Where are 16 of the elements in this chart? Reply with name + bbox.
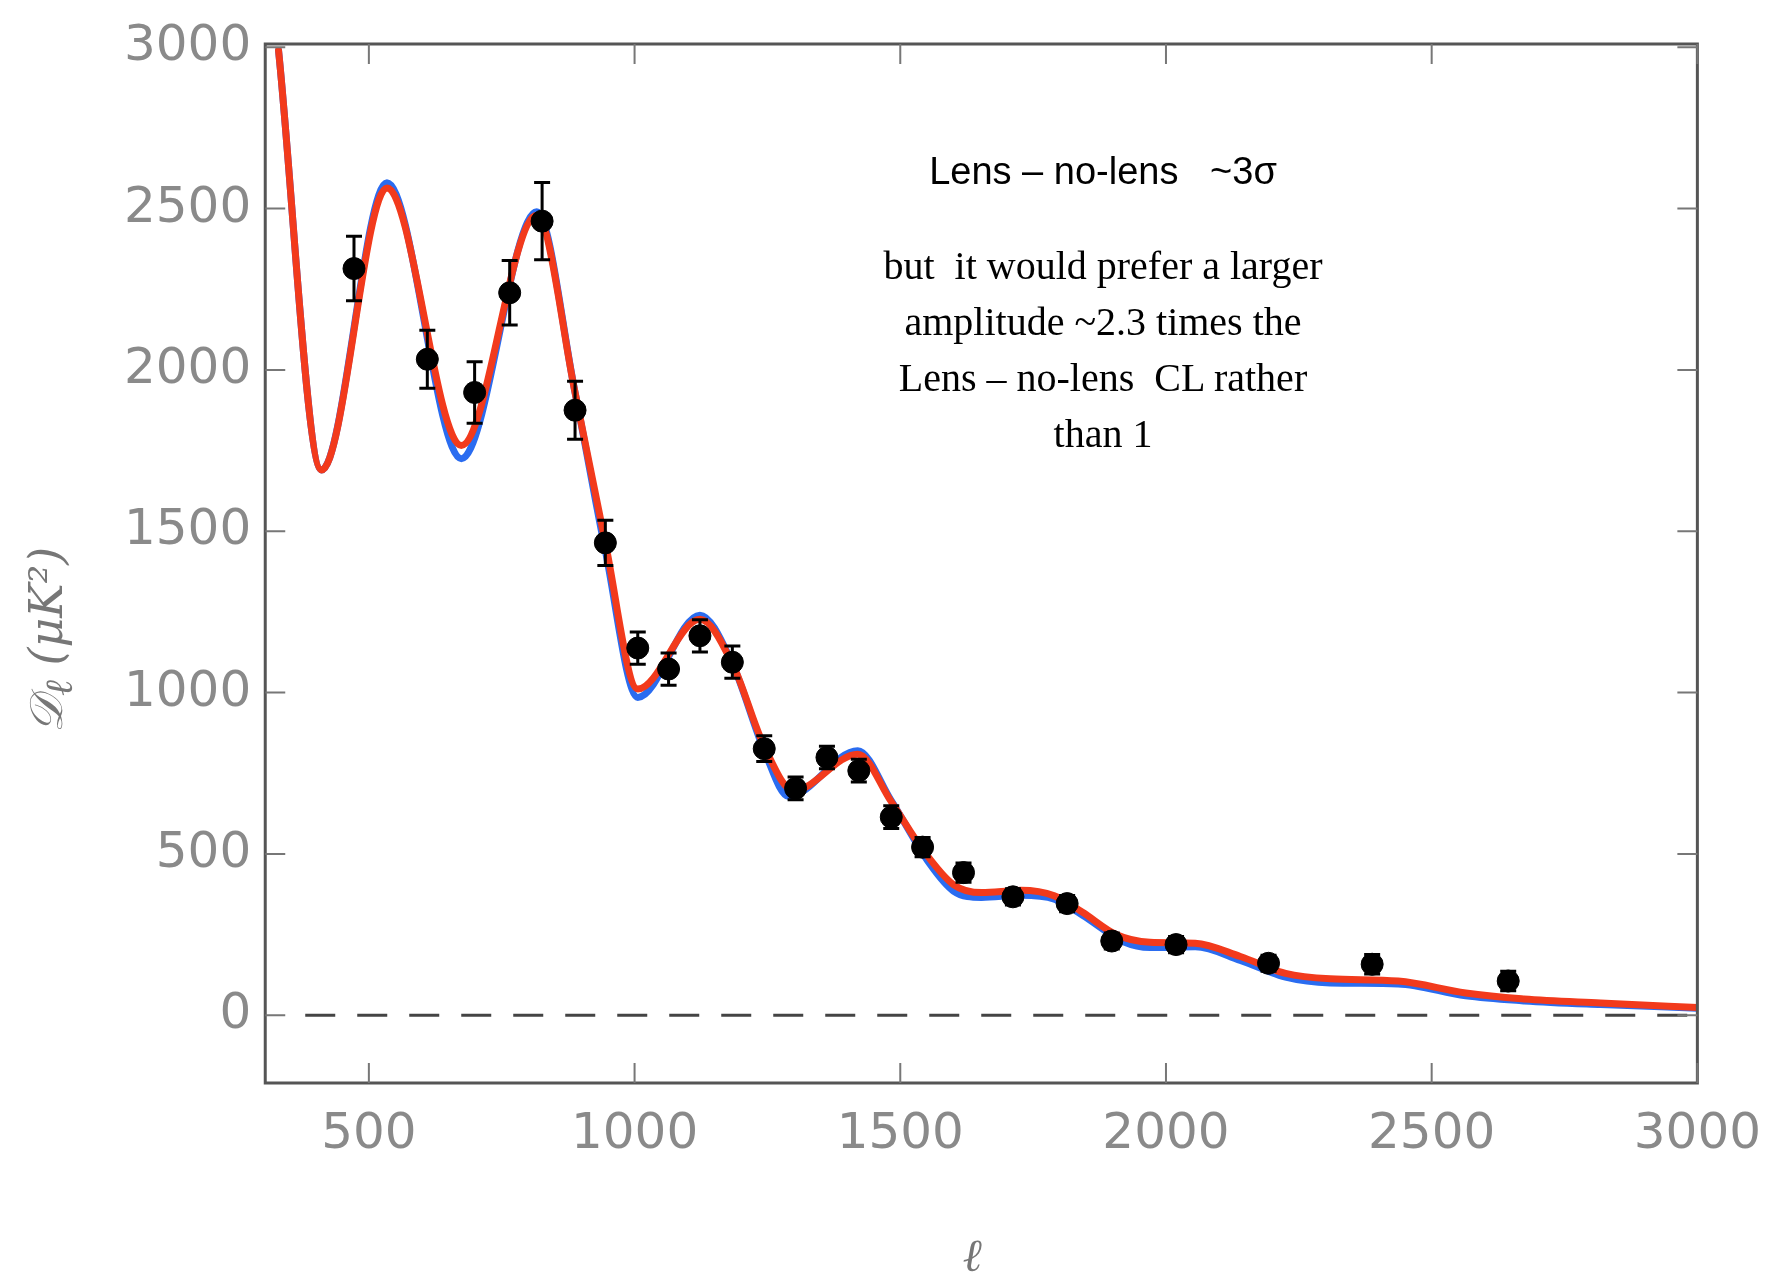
y-tick-label: 2500 bbox=[124, 175, 252, 234]
y-tick-label: 3000 bbox=[124, 14, 252, 73]
x-axis-title: ℓ bbox=[962, 1228, 982, 1282]
annotation: but it would prefer a larger amplitude ~2.3 times the Lens – no-lens CL rather than 1 bbox=[882, 242, 1324, 458]
x-tick-label: 500 bbox=[321, 1101, 417, 1160]
y-tick-label: 1500 bbox=[124, 498, 252, 557]
y-tick-label: 1000 bbox=[124, 659, 252, 718]
x-tick-label: 2000 bbox=[1102, 1101, 1230, 1160]
x-tick-label: 3000 bbox=[1633, 1101, 1761, 1160]
x-tick-label: 2500 bbox=[1368, 1101, 1496, 1160]
x-tick-label: 1500 bbox=[836, 1101, 964, 1160]
y-tick-label: 500 bbox=[155, 820, 252, 879]
x-tick-label: 1000 bbox=[570, 1101, 699, 1160]
y-tick-label: 2000 bbox=[124, 336, 252, 395]
annotation: Lens – no-lens ~3σ bbox=[928, 150, 1278, 193]
y-tick-label: 0 bbox=[219, 982, 252, 1041]
